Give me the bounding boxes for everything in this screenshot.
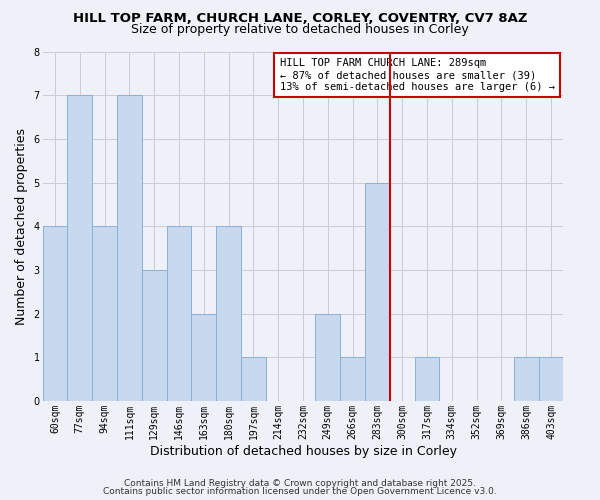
Bar (316, 314, 340, 401)
Text: Contains public sector information licensed under the Open Government Licence v3: Contains public sector information licen… (103, 487, 497, 496)
Bar (117, 95, 142, 401)
Bar (142, 270, 167, 401)
Text: Contains HM Land Registry data © Crown copyright and database right 2025.: Contains HM Land Registry data © Crown c… (124, 478, 476, 488)
Y-axis label: Number of detached properties: Number of detached properties (15, 128, 28, 324)
Bar (167, 226, 191, 401)
Text: Size of property relative to detached houses in Corley: Size of property relative to detached ho… (131, 22, 469, 36)
Bar (216, 226, 241, 401)
Bar (241, 357, 266, 401)
Bar (67, 95, 92, 401)
Bar (43, 226, 67, 401)
Text: HILL TOP FARM CHURCH LANE: 289sqm
← 87% of detached houses are smaller (39)
13% : HILL TOP FARM CHURCH LANE: 289sqm ← 87% … (280, 58, 554, 92)
Bar (415, 357, 439, 401)
Bar (340, 357, 365, 401)
Bar (539, 357, 563, 401)
Text: HILL TOP FARM, CHURCH LANE, CORLEY, COVENTRY, CV7 8AZ: HILL TOP FARM, CHURCH LANE, CORLEY, COVE… (73, 12, 527, 26)
Bar (191, 314, 216, 401)
Bar (514, 357, 539, 401)
Bar (365, 182, 390, 401)
X-axis label: Distribution of detached houses by size in Corley: Distribution of detached houses by size … (149, 444, 457, 458)
Bar (92, 226, 117, 401)
